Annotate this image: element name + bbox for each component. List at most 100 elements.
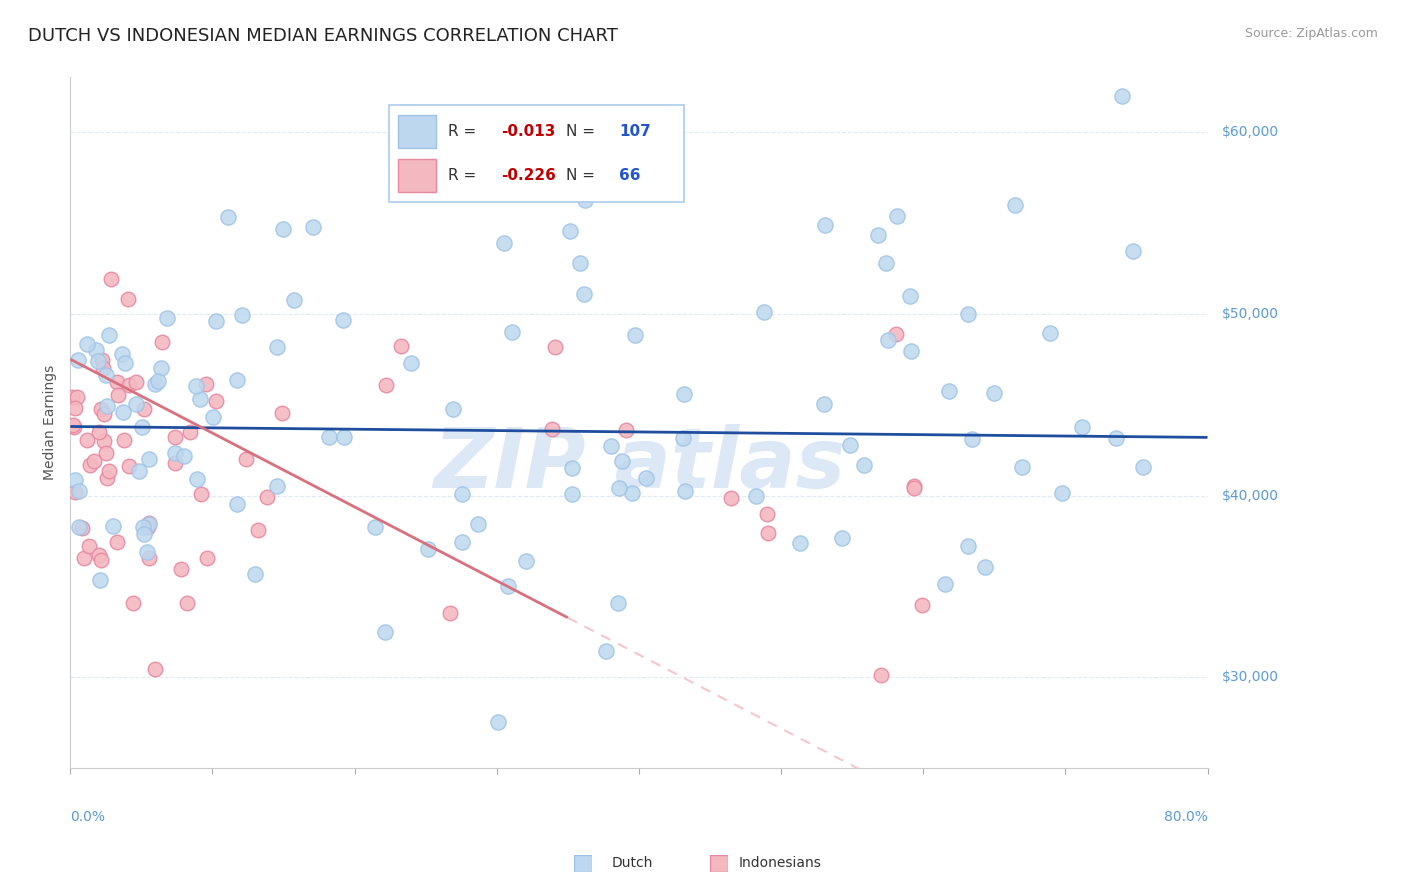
Point [149,360,172,375]
Point [163,445,186,459]
Point [439,606,461,620]
Text: $30,000: $30,000 [1222,671,1278,684]
Point [266,479,288,493]
Text: $40,000: $40,000 [1222,489,1278,502]
Point [63,485,86,500]
Point [138,516,160,531]
Point [494,236,516,251]
Point [609,482,631,496]
Text: ZIP atlas: ZIP atlas [433,424,845,505]
Point [544,340,567,354]
Text: DUTCH VS INDONESIAN MEDIAN EARNINGS CORRELATION CHART: DUTCH VS INDONESIAN MEDIAN EARNINGS CORR… [28,27,619,45]
Point [866,228,889,243]
Text: Indonesians: Indonesians [738,856,821,871]
Point [401,356,423,370]
Point [94,368,117,382]
Point [938,384,960,399]
Point [756,507,779,521]
Point [789,536,811,550]
Point [675,483,697,498]
Point [875,256,897,270]
Point [96,400,118,414]
Point [94,446,117,460]
Point [105,534,128,549]
Point [114,356,136,370]
Point [67,520,90,534]
Point [112,434,135,448]
Point [1111,88,1133,103]
Point [66,390,89,404]
Point [934,577,956,591]
Point [136,545,159,559]
Point [467,516,489,531]
Point [814,218,837,232]
Point [752,305,775,319]
Point [374,624,396,639]
Point [600,439,623,453]
Point [63,473,86,487]
Point [62,418,84,433]
Point [184,378,207,392]
Point [225,497,247,511]
Point [170,562,193,576]
Point [876,333,898,347]
Point [595,644,617,658]
Point [886,209,908,223]
Point [561,487,583,501]
Point [70,521,93,535]
Point [389,339,412,353]
Point [131,420,153,434]
Point [93,407,115,421]
Point [501,325,523,339]
Point [205,393,228,408]
Point [1011,459,1033,474]
Point [318,430,340,444]
Point [839,438,862,452]
Point [89,573,111,587]
Point [266,340,288,354]
Text: $60,000: $60,000 [1222,125,1278,139]
Point [672,431,695,445]
Point [1004,198,1026,212]
Point [128,465,150,479]
Point [418,542,440,557]
Point [364,519,387,533]
Point [900,288,922,302]
Point [911,598,934,612]
Point [634,471,657,485]
Point [205,314,228,328]
Point [870,668,893,682]
Point [903,481,925,495]
Point [270,406,292,420]
Point [256,490,278,504]
Point [194,376,217,391]
Point [956,307,979,321]
Point [77,539,100,553]
Point [884,326,907,341]
Point [900,344,922,359]
Point [98,464,121,478]
Point [1132,460,1154,475]
Point [132,520,155,534]
Point [374,377,396,392]
Point [957,539,980,553]
Point [558,224,581,238]
Point [98,328,121,343]
Point [572,286,595,301]
Point [1071,420,1094,434]
Point [138,551,160,566]
Point [79,458,101,472]
Y-axis label: Median Earnings: Median Earnings [44,365,58,481]
Point [186,472,208,486]
Point [756,526,779,541]
Point [63,420,86,434]
Point [831,531,853,545]
Text: Source: ZipAtlas.com: Source: ZipAtlas.com [1244,27,1378,40]
Point [574,193,596,207]
Point [1122,244,1144,258]
Point [283,293,305,307]
Point [63,401,86,416]
Point [973,560,995,574]
Point [122,596,145,610]
Point [76,433,98,447]
